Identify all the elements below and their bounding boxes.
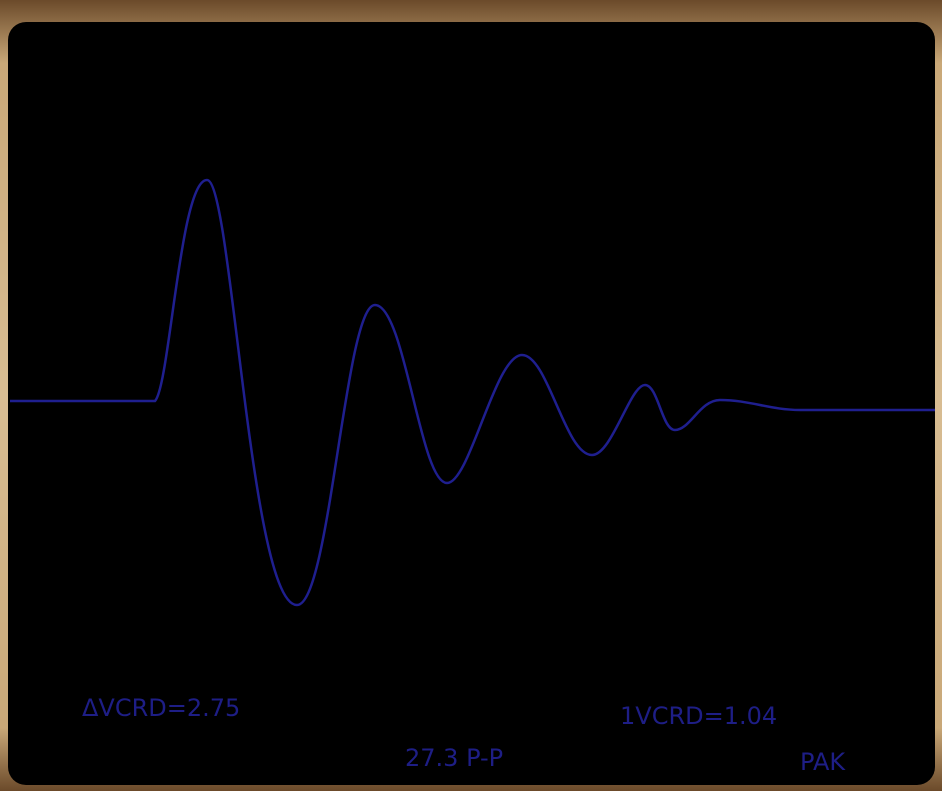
mode-readout: PAK xyxy=(800,748,846,776)
page: ΔVCRD=2.75 1VCRD=1.04 27.3 P-P PAK (() =… xyxy=(0,0,942,791)
waveform xyxy=(10,180,935,605)
peak-to-peak-readout: 27.3 P-P xyxy=(405,744,503,772)
v-cursor-readout: 1VCRD=1.04 xyxy=(620,702,777,730)
delta-v-readout: ΔVCRD=2.75 xyxy=(82,694,240,722)
scope-display: ΔVCRD=2.75 1VCRD=1.04 27.3 P-P PAK xyxy=(0,0,942,791)
